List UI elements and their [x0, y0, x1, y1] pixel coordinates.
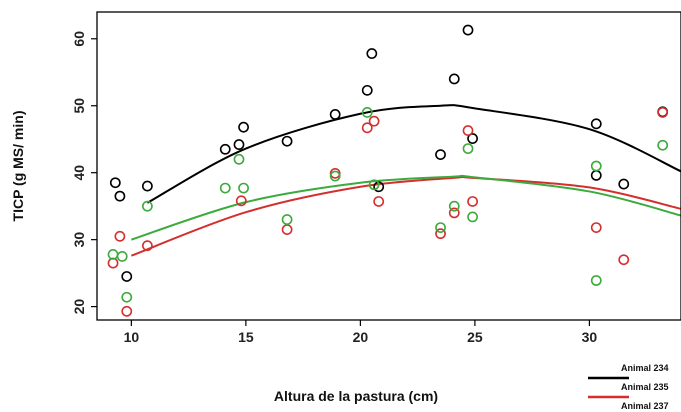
- data-point: [618, 254, 630, 266]
- x-tick-label: 25: [467, 329, 483, 345]
- data-point: [368, 179, 380, 191]
- data-point: [109, 177, 121, 189]
- data-point: [107, 248, 119, 260]
- y-axis-title: TICP (g MS/ min): [10, 111, 26, 222]
- data-point: [141, 200, 153, 212]
- y-axis-ticks: 20 30 40 50 60: [71, 31, 97, 315]
- y-tick-label: 40: [71, 165, 87, 181]
- x-tick-label: 20: [353, 329, 369, 345]
- data-point: [590, 118, 602, 130]
- x-axis-title: Altura de la pastura (cm): [274, 388, 438, 404]
- data-point: [329, 170, 341, 182]
- y-tick-label: 50: [71, 98, 87, 114]
- data-point: [467, 211, 478, 223]
- data-point: [467, 196, 478, 207]
- data-point: [233, 153, 245, 165]
- data-point: [435, 222, 446, 233]
- data-point: [219, 182, 231, 194]
- data-point: [657, 107, 669, 118]
- data-point: [235, 195, 247, 207]
- data-point: [219, 143, 231, 155]
- data-point: [107, 257, 119, 269]
- data-point: [121, 305, 133, 317]
- data-point: [141, 180, 153, 192]
- data-point: [448, 200, 460, 212]
- data-point: [462, 24, 474, 36]
- data-point: [448, 207, 460, 219]
- data-point: [462, 143, 474, 154]
- data-point: [373, 196, 385, 207]
- data-point: [329, 109, 341, 120]
- data-point: [366, 48, 378, 59]
- legend-label-series-2: Animal 235: [621, 382, 669, 392]
- data-point: [435, 228, 446, 240]
- data-point: [281, 214, 293, 225]
- y-tick-label: 20: [71, 299, 87, 315]
- data-point: [590, 222, 602, 233]
- data-point: [238, 121, 249, 133]
- x-axis-ticks: 10 15 20 25 30: [124, 320, 598, 345]
- y-tick-label: 60: [71, 31, 87, 47]
- data-point: [361, 107, 373, 118]
- data-point: [618, 178, 630, 190]
- data-point: [281, 224, 293, 236]
- data-point: [116, 250, 128, 262]
- data-point: [462, 125, 474, 136]
- fit-curve-series-2: [130, 175, 681, 257]
- legend-label-series-3: Animal 237: [621, 401, 669, 411]
- data-point: [590, 169, 602, 181]
- data-point: [121, 271, 133, 282]
- data-point: [590, 160, 602, 172]
- data-point: [657, 139, 669, 151]
- plot-frame: [96, 11, 681, 321]
- x-tick-label: 30: [582, 329, 598, 345]
- data-point: [141, 240, 153, 252]
- data-point: [467, 133, 478, 144]
- data-point: [361, 84, 373, 96]
- y-tick-label: 30: [71, 232, 87, 248]
- x-tick-label: 15: [238, 329, 254, 345]
- fit-curve-series-1: [146, 104, 681, 204]
- data-point: [361, 122, 373, 134]
- data-point: [233, 139, 245, 150]
- data-point: [114, 230, 126, 242]
- data-point: [238, 182, 249, 194]
- legend: Animal 234 Animal 235 Animal 237: [588, 363, 669, 411]
- legend-label-series-1: Animal 234: [621, 363, 669, 373]
- data-point: [121, 291, 133, 303]
- fit-curve-series-3: [131, 174, 681, 241]
- data-point: [281, 135, 293, 147]
- data-point: [590, 275, 602, 286]
- data-point: [114, 190, 126, 202]
- data-point: [435, 149, 446, 161]
- x-tick-label: 10: [124, 329, 140, 345]
- data-point: [448, 73, 460, 85]
- data-point: [368, 115, 380, 127]
- data-points: [107, 24, 669, 317]
